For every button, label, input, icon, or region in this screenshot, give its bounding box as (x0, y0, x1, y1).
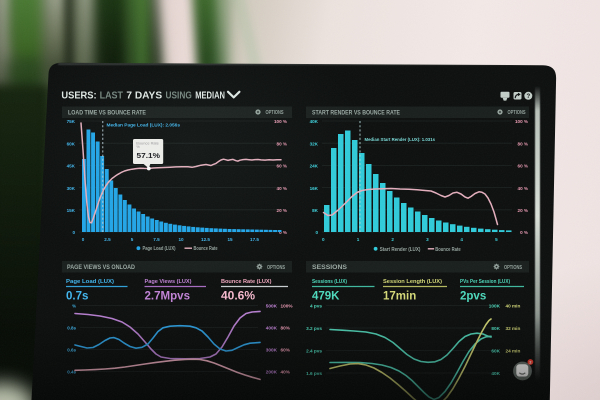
svg-text:200K: 200K (266, 370, 278, 375)
svg-text:80 %: 80 % (277, 141, 287, 146)
svg-text:OPTIONS: OPTIONS (266, 110, 284, 116)
svg-text:100 %: 100 % (274, 119, 287, 124)
svg-text:0: 0 (72, 230, 75, 235)
svg-text:400K: 400K (266, 326, 278, 331)
svg-text:15K: 15K (67, 208, 76, 213)
svg-text:0.8s: 0.8s (67, 326, 76, 331)
svg-text:OPTIONS: OPTIONS (508, 110, 526, 116)
svg-text:MEDIAN: MEDIAN (195, 90, 225, 102)
svg-text:40 %: 40 % (518, 186, 528, 191)
svg-text:80K: 80K (491, 326, 500, 331)
svg-text:2.5: 2.5 (104, 237, 111, 242)
svg-text:2.7Mpvs: 2.7Mpvs (145, 291, 191, 303)
svg-text:4: 4 (460, 237, 463, 242)
svg-text:20 %: 20 % (277, 208, 287, 213)
svg-text:START RENDER VS BOUNCE RATE: START RENDER VS BOUNCE RATE (312, 110, 400, 117)
svg-text:60K: 60K (491, 349, 500, 354)
svg-text:0: 0 (315, 230, 318, 235)
svg-text:100 %: 100 % (515, 119, 528, 124)
svg-text:OPTIONS: OPTIONS (504, 265, 522, 271)
svg-text:40K: 40K (491, 371, 500, 376)
svg-text:OPTIONS: OPTIONS (267, 265, 285, 271)
svg-text:Bounce Rate: Bounce Rate (435, 247, 461, 253)
svg-text:500K: 500K (266, 304, 278, 309)
svg-text:Session Length (LUX): Session Length (LUX) (383, 279, 442, 285)
svg-text:LAST: LAST (100, 90, 124, 102)
svg-text:0 %: 0 % (520, 230, 528, 235)
svg-text:0: 0 (322, 237, 325, 242)
svg-text:1: 1 (357, 237, 360, 242)
svg-text:PAGE VIEWS VS ONLOAD: PAGE VIEWS VS ONLOAD (67, 264, 135, 271)
svg-text:?: ? (526, 94, 530, 100)
svg-text:60 %: 60 % (518, 164, 528, 169)
svg-text:3.2 pvs: 3.2 pvs (306, 326, 322, 331)
svg-text:40 %: 40 % (277, 186, 287, 191)
svg-text:40.6%: 40.6% (221, 291, 255, 303)
svg-text:60K: 60K (67, 141, 76, 146)
svg-text:80 %: 80 % (518, 141, 528, 146)
svg-text:LOAD TIME VS BOUNCE RATE: LOAD TIME VS BOUNCE RATE (68, 110, 146, 117)
svg-text:24 min: 24 min (506, 349, 521, 354)
svg-text:7 DAYS: 7 DAYS (126, 90, 162, 102)
svg-text:Page Load (LUX): Page Load (LUX) (66, 279, 114, 285)
svg-text:32 min: 32 min (506, 326, 521, 331)
svg-text:3: 3 (426, 237, 429, 242)
svg-text:60%: 60% (281, 348, 291, 353)
svg-text:Median Page Load (LUX): 2.056s: Median Page Load (LUX): 2.056s (107, 122, 181, 127)
svg-text:8K: 8K (312, 208, 319, 213)
svg-text:40 min: 40 min (506, 304, 521, 309)
svg-text:2: 2 (391, 237, 394, 242)
svg-text:0.6s: 0.6s (67, 348, 76, 353)
svg-text:17min: 17min (383, 291, 416, 303)
svg-text:1.6 pvs: 1.6 pvs (306, 371, 322, 376)
svg-text:24K: 24K (310, 164, 319, 169)
svg-text:45K: 45K (67, 164, 76, 169)
svg-text:12.5: 12.5 (201, 237, 210, 242)
svg-text:%: % (72, 304, 76, 309)
svg-text:80%: 80% (281, 326, 291, 331)
svg-text:30K: 30K (67, 186, 76, 191)
svg-text:7.5: 7.5 (153, 237, 160, 242)
svg-text:0: 0 (82, 237, 85, 242)
svg-text:40K: 40K (310, 119, 319, 124)
svg-text:PVs Per Session (LUX): PVs Per Session (LUX) (460, 279, 510, 285)
svg-text:5: 5 (495, 237, 498, 242)
svg-text:Start Render (LUX): Start Render (LUX) (380, 247, 421, 253)
svg-text:Sessions (LUX): Sessions (LUX) (312, 279, 347, 285)
svg-text:60 %: 60 % (277, 164, 287, 169)
svg-text:USING: USING (166, 90, 192, 102)
svg-text:100K: 100K (489, 304, 501, 309)
svg-text:57.1%: 57.1% (137, 151, 161, 160)
svg-text:2.4 pvs: 2.4 pvs (306, 349, 322, 354)
svg-text:USERS:: USERS: (61, 90, 96, 102)
svg-text:Bounce Rate (LUX): Bounce Rate (LUX) (221, 279, 272, 285)
svg-text:75K: 75K (67, 119, 76, 124)
svg-text:Median Start Render (LUX): 1.0: Median Start Render (LUX): 1.031s (365, 137, 436, 142)
svg-text:32K: 32K (310, 141, 319, 146)
svg-text:Page Views (LUX): Page Views (LUX) (145, 279, 192, 285)
svg-text:SESSIONS: SESSIONS (312, 264, 347, 271)
svg-text:Page Load (LUX): Page Load (LUX) (143, 246, 176, 252)
svg-text:4 pvs: 4 pvs (310, 304, 322, 309)
svg-text:2pvs: 2pvs (460, 291, 486, 303)
svg-text:%: % (136, 144, 140, 149)
svg-text:17.5: 17.5 (250, 237, 259, 242)
svg-text:0.7s: 0.7s (66, 291, 88, 303)
svg-text:16K: 16K (310, 186, 319, 191)
svg-text:20 %: 20 % (518, 208, 528, 213)
svg-text:40%: 40% (281, 370, 291, 375)
svg-text:15: 15 (227, 237, 233, 242)
svg-text:10: 10 (178, 237, 184, 242)
svg-text:479K: 479K (312, 291, 340, 303)
svg-text:Bounce Rate: Bounce Rate (194, 246, 218, 252)
svg-text:300K: 300K (266, 348, 278, 353)
svg-text:100%: 100% (281, 304, 294, 309)
svg-text:5: 5 (131, 237, 134, 242)
